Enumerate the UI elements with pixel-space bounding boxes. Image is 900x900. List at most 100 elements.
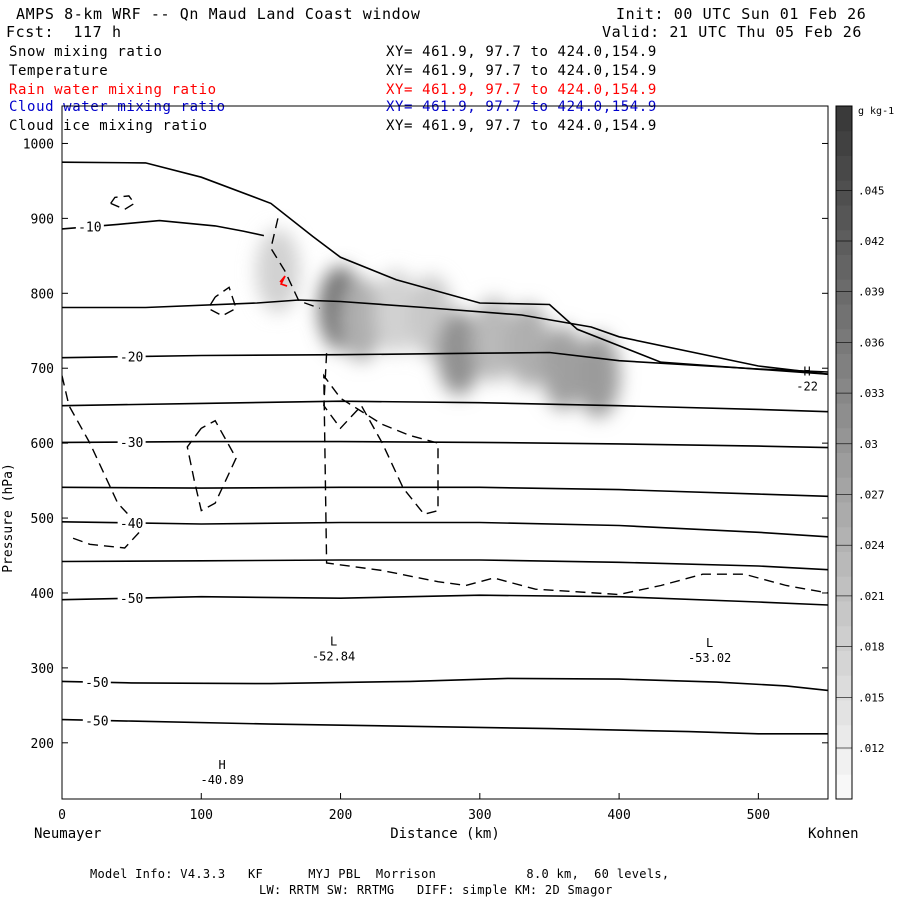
contour-label-bg [82,713,111,728]
snow-cell [576,333,621,418]
field-cloud-water: Cloud water mixing ratio [9,99,226,115]
colorbar-cell [836,205,852,231]
x-tick-label: 400 [607,808,630,823]
x-tick-label: 0 [58,808,66,823]
extremum-value: -52.84 [312,649,355,663]
cloud-ice-contour [207,286,237,317]
y-tick-label: 300 [31,662,54,677]
colorbar-cell [836,650,852,676]
extremum-value: -22 [796,380,818,394]
chart-title: AMPS 8-km WRF -- Qn Maud Land Coast wind… [16,5,421,23]
temperature-contour [62,677,828,692]
contour-label: -10 [78,221,101,236]
valid-time: Valid: 21 UTC Thu 05 Feb 26 [602,23,863,41]
x-tick-label: 100 [190,808,213,823]
colorbar-cell [836,601,852,627]
contour-label-bg [75,219,104,234]
colorbar-cell [836,130,852,156]
y-tick-label: 900 [31,212,54,227]
temperature-contour [62,299,828,375]
colorbar-tick-label: .021 [858,590,885,603]
colorbar-cell [836,576,852,602]
colorbar-tick-label: .039 [858,286,885,299]
temperature-contour [62,219,265,237]
right-endpoint-label: Kohnen [808,826,859,842]
x-tick-label: 200 [329,808,352,823]
snow-cell [339,277,384,362]
forecast-hour: Fcst: 117 h [6,23,122,41]
colorbar-tick-label: .045 [858,184,885,197]
cloud-ice-contour [270,218,320,309]
x-tick-label: 500 [747,808,770,823]
extremum-type: L [330,634,337,648]
y-tick-label: 400 [31,587,54,602]
cloud-ice-contours [62,195,828,596]
y-tick-label: 1000 [23,137,54,152]
colorbar-tick-label: .012 [858,742,885,755]
extremum-type: H [803,365,810,379]
colorbar-cell [836,774,852,800]
extremum-type: H [219,758,226,772]
colorbar-tick-label: .03 [858,438,878,451]
model-info-line1: Model Info: V4.3.3 KF MYJ PBL Morrison 8… [90,867,670,881]
colorbar-tick-label: .015 [858,691,885,704]
colorbar-cell [836,403,852,429]
contour-label-bg [82,675,111,690]
temperature-contour [62,559,828,571]
y-tick-label: 200 [31,737,54,752]
contour-label-bg [117,435,146,450]
cloud-ice-contour [62,375,140,549]
contour-label: -50 [85,714,108,729]
colorbar-unit: g kg-1 [858,106,894,117]
contour-label-bg [117,349,146,364]
init-time: Init: 00 UTC Sun 01 Feb 26 [616,5,867,23]
colorbar-cell [836,304,852,330]
y-tick-label: 700 [31,362,54,377]
snow-cell [374,270,419,355]
left-endpoint-label: Neumayer [34,826,101,842]
temperature-contour [62,486,828,498]
y-tick-label: 500 [31,512,54,527]
xy-rain: XY= 461.9, 97.7 to 424.0,154.9 [386,82,657,98]
xy-snow: XY= 461.9, 97.7 to 424.0,154.9 [386,44,657,60]
colorbar-frame [835,105,853,800]
colorbar-cell [836,551,852,577]
snow-cell [541,326,586,411]
terrain-profile [62,161,828,375]
snow-cell [471,297,516,382]
contour-label-bg [117,515,146,530]
colorbar-cell [836,353,852,379]
colorbar-tick-label: .036 [858,336,885,349]
extremum-value: -40.89 [200,773,243,787]
plot-frame [61,105,829,800]
contour-label: -20 [120,351,143,366]
colorbar-cell [836,477,852,503]
temperature-contour [62,521,828,538]
colorbar-cell [836,378,852,404]
colorbar-cell [836,106,852,132]
colorbar-tick-label: .027 [858,489,885,502]
contour-label: -50 [85,676,108,691]
colorbar-cell [836,229,852,255]
colorbar-cell [836,526,852,552]
colorbar-cell [836,749,852,775]
x-axis-label: Distance (km) [390,826,500,842]
colorbar-cell [836,625,852,651]
contour-label: -50 [120,592,143,607]
colorbar-tick-label: .024 [858,539,885,552]
colorbar-tick-label: .018 [858,641,885,654]
colorbar-cell [836,328,852,354]
colorbar-cell [836,675,852,701]
colorbar: .012 .015 .018 .021 .024 .027 .03 .033 .036 .039.… [835,105,894,800]
xy-cloud-water: XY= 461.9, 97.7 to 424.0,154.9 [386,99,657,115]
cloud-ice-contour [323,353,828,596]
contour-label: -30 [120,436,143,451]
axes: 200 300 400 500 600 700 800 900 1000 0 100 200 300 40… [23,137,828,823]
colorbar-cell [836,155,852,181]
y-tick-label: 800 [31,287,54,302]
extremum-type: L [706,636,713,650]
temperature-contour [62,718,828,735]
xy-cloud-ice: XY= 461.9, 97.7 to 424.0,154.9 [386,118,657,134]
contour-label-bg [117,591,146,606]
